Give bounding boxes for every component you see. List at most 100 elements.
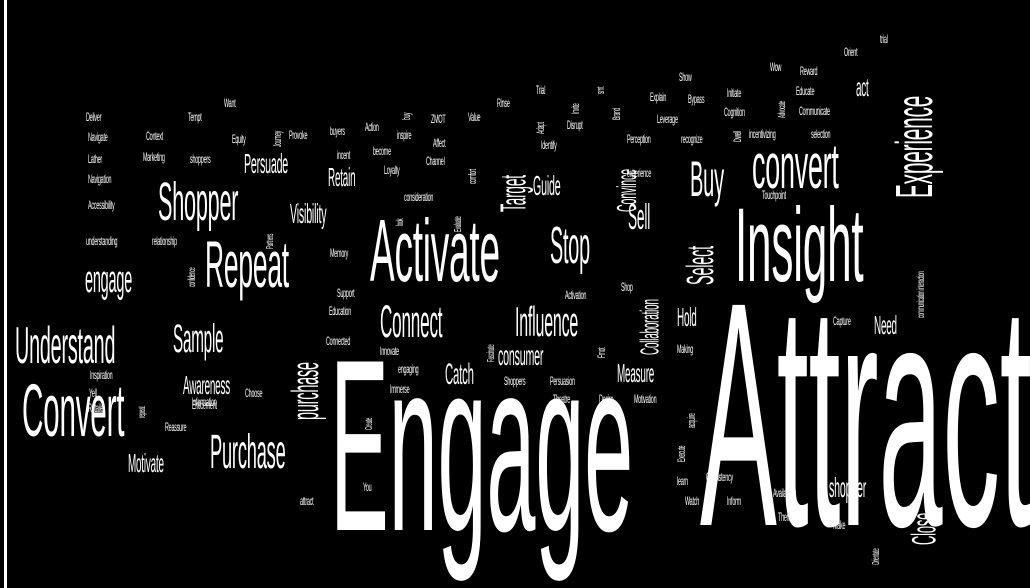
cloud-word: Evaluate — [453, 216, 464, 232]
cloud-word: Yell — [89, 385, 97, 400]
cloud-word: inspire — [397, 127, 412, 142]
cloud-word: shopper — [829, 472, 867, 504]
cloud-word: Experience — [886, 95, 945, 198]
cloud-word: Deliver — [86, 109, 102, 124]
cloud-word: Partners — [265, 233, 276, 249]
cloud-word: Perception — [627, 131, 651, 146]
cloud-word: ZMOT — [431, 111, 446, 126]
cloud-word: attract — [300, 493, 314, 508]
cloud-word: Fmot — [596, 347, 609, 358]
cloud-word: Desire — [599, 391, 614, 406]
cloud-word: Hold — [677, 302, 697, 333]
cloud-word: learn — [677, 473, 688, 488]
cloud-word: Want — [224, 95, 236, 110]
cloud-word: repeat — [137, 406, 148, 418]
cloud-word: Select — [679, 246, 722, 285]
cloud-word: Inform — [727, 493, 741, 508]
cloud-word: Marketing — [143, 149, 165, 164]
cloud-word: Reassure — [165, 419, 187, 434]
cloud-word: Buy — [690, 151, 724, 207]
cloud-word: Repeat — [205, 227, 289, 302]
cloud-word: Educate — [796, 83, 815, 98]
cloud-word: become — [373, 143, 391, 158]
cloud-word: Them — [778, 509, 791, 524]
cloud-word: Need — [874, 310, 897, 341]
cloud-word: purchase — [284, 362, 327, 420]
cloud-word: Brand — [611, 107, 624, 120]
cloud-word: Loyalty — [384, 162, 400, 177]
cloud-word: Reward — [800, 63, 818, 78]
cloud-word: Motivate — [128, 448, 164, 479]
cloud-word: Channel — [426, 153, 445, 168]
cloud-word: trial — [880, 31, 888, 46]
cloud-word: Understand — [15, 317, 116, 376]
cloud-word: Action — [365, 119, 379, 134]
cloud-word: Visibility — [290, 198, 327, 230]
cloud-word: Memory — [330, 245, 349, 260]
cloud-word: Attract — [700, 234, 1030, 588]
cloud-word: Touchpoint — [762, 187, 786, 202]
cloud-word: Influence — [515, 298, 579, 346]
cloud-word: Provoke — [289, 127, 308, 142]
cloud-word: incentivizing — [749, 126, 776, 141]
cloud-word: Capture — [833, 313, 851, 328]
cloud-word: Sample — [173, 317, 224, 362]
cloud-word: Cognition — [724, 104, 745, 119]
cloud-word: Immerse — [390, 381, 410, 396]
cloud-word: confidence — [187, 267, 198, 287]
cloud-word: smt — [595, 86, 608, 94]
cloud-word: Inspiration — [90, 367, 113, 382]
cloud-word: Context — [146, 128, 164, 143]
cloud-word: Connect — [380, 295, 443, 347]
cloud-word: Persuade — [244, 148, 289, 180]
cloud-word: communication interaction — [916, 271, 927, 318]
cloud-word: Consistency — [706, 469, 733, 484]
cloud-word: consumer — [498, 340, 544, 372]
cloud-word: act — [856, 72, 869, 103]
cloud-word: consideration — [404, 189, 434, 204]
cloud-word: Close — [905, 512, 944, 545]
cloud-word: Explain — [650, 89, 667, 104]
cloud-word: shoppers — [190, 151, 211, 166]
cloud-word: Measure — [617, 358, 655, 389]
cloud-word: Disrupt — [567, 117, 583, 132]
cloud-word: Sell — [628, 195, 651, 237]
cloud-word: Innovate — [380, 343, 399, 358]
cloud-word: buyers — [330, 123, 345, 138]
cloud-word: Insight — [735, 187, 864, 305]
cloud-word: Catch — [445, 358, 474, 392]
cloud-word: Persuasion — [550, 373, 575, 388]
cloud-word: Communicate — [799, 103, 830, 118]
cloud-word: Activate — [370, 201, 500, 301]
cloud-word: Rinse — [497, 95, 510, 110]
cloud-word: Orient — [844, 44, 858, 59]
cloud-word: Retailer — [88, 400, 105, 415]
cloud-word: Retain — [328, 162, 356, 193]
cloud-word: Trial — [536, 82, 546, 97]
cloud-word: experience — [627, 165, 652, 180]
cloud-word: Initiate — [727, 85, 742, 100]
cloud-word: Watch — [685, 493, 699, 508]
cloud-word: Accessibility — [88, 197, 115, 212]
cloud-word: recognize — [681, 131, 703, 146]
left-edge-line — [4, 0, 7, 588]
cloud-word: buy — [401, 112, 414, 120]
cloud-word: Availability — [773, 485, 796, 500]
cloud-word: Affect — [433, 135, 446, 150]
cloud-word: Create — [364, 417, 375, 430]
cloud-word: Shop — [621, 279, 633, 294]
cloud-word: selection — [811, 126, 831, 141]
cloud-word: Bypass — [688, 91, 705, 106]
cloud-word: Choose — [245, 385, 263, 400]
cloud-word: Navigate — [88, 129, 108, 144]
cloud-word: Fascinate — [486, 344, 497, 362]
cloud-word: Navigation — [88, 171, 112, 186]
cloud-word: You — [363, 479, 372, 494]
cloud-word: Enticement — [192, 397, 217, 412]
cloud-word: understanding — [86, 233, 118, 248]
cloud-word: relationship — [152, 233, 177, 248]
cloud-word: Motivation — [634, 391, 657, 406]
cloud-word: Adapt — [535, 122, 548, 134]
cloud-word: Collaboration — [634, 299, 665, 355]
cloud-word: Theatre — [553, 391, 571, 406]
